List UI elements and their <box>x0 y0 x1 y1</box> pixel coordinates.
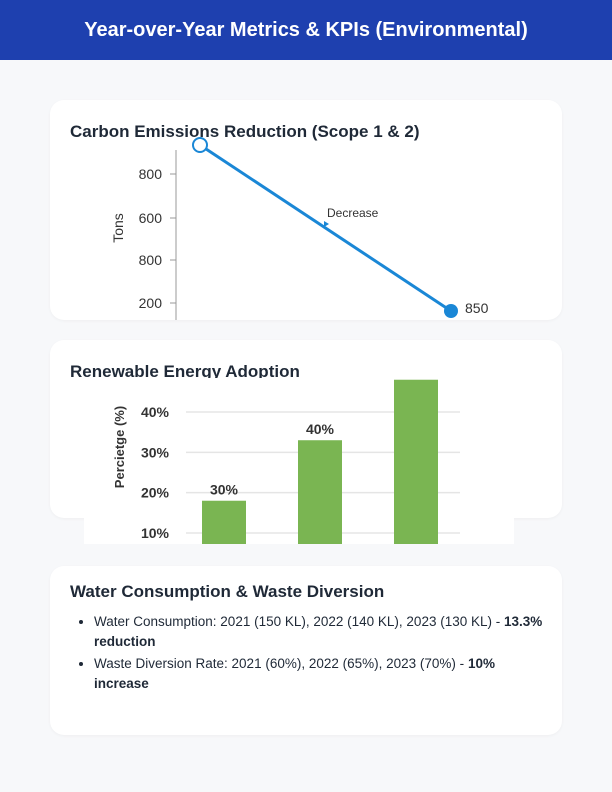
y-axis-label: Tons <box>110 213 126 243</box>
water-list: Water Consumption: 2021 (150 KL), 2022 (… <box>94 612 544 696</box>
carbon-title: Carbon Emissions Reduction (Scope 1 & 2) <box>70 122 420 141</box>
data-point <box>192 137 208 153</box>
series-line <box>199 143 452 313</box>
list-item: Water Consumption: 2021 (150 KL), 2022 (… <box>94 612 544 652</box>
annotation: Decrease <box>327 206 379 220</box>
page-title: Year-over-Year Metrics & KPIs (Environme… <box>84 18 528 41</box>
y-tick-label: 800 <box>139 252 163 268</box>
y-tick-label: 10% <box>141 525 170 541</box>
list-item: Waste Diversion Rate: 2021 (60%), 2022 (… <box>94 654 544 694</box>
water-card: Water Consumption & Waste Diversion Wate… <box>50 566 562 735</box>
y-tick-label: 600 <box>139 210 163 226</box>
data-label: 850 <box>465 300 489 316</box>
page-header: Year-over-Year Metrics & KPIs (Environme… <box>0 0 612 60</box>
y-tick-label: 200 <box>139 295 163 311</box>
water-title: Water Consumption & Waste Diversion <box>70 582 385 601</box>
annotation-arrow <box>324 221 329 227</box>
renewable-title: Renewable Energy Adoption <box>70 362 300 381</box>
y-tick-label: 800 <box>139 166 163 182</box>
carbon-chart: 800 600 800 200 Tons 850 Decrease <box>110 137 489 320</box>
data-point <box>444 304 458 318</box>
carbon-card: Carbon Emissions Reduction (Scope 1 & 2)… <box>50 100 562 320</box>
renewable-card: Renewable Energy Adoption <box>50 340 562 518</box>
